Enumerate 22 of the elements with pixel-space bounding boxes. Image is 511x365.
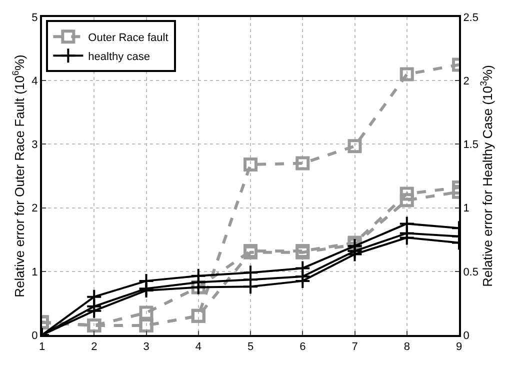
y2-tick-label: 2 <box>463 75 470 88</box>
x-tick-label: 4 <box>195 341 202 354</box>
x-tick-label: 9 <box>456 341 462 354</box>
legend-label: healthy case <box>88 50 150 63</box>
y2-tick-label: 0.5 <box>463 266 478 278</box>
y2-tick-label: 1.5 <box>463 139 478 152</box>
y-tick-label: 2 <box>32 202 38 215</box>
y-tick-label: 4 <box>32 75 38 88</box>
y2-tick-label: 0 <box>463 330 470 342</box>
x-tick-label: 2 <box>91 341 98 354</box>
x-tick-label: 6 <box>300 341 306 354</box>
y2-tick-label: 2.5 <box>463 12 478 24</box>
x-tick-label: 3 <box>143 341 150 354</box>
x-tick-label: 5 <box>247 341 254 354</box>
y-tick-label: 5 <box>32 12 38 24</box>
y2-tick-label: 1 <box>463 202 470 215</box>
y-tick-label: 0 <box>32 330 38 342</box>
legend-label: Outer Race fault <box>88 32 168 44</box>
x-tick-label: 8 <box>404 341 410 354</box>
y-tick-label: 1 <box>32 266 38 278</box>
y-tick-label: 3 <box>32 139 38 152</box>
x-tick-label: 7 <box>352 341 358 354</box>
